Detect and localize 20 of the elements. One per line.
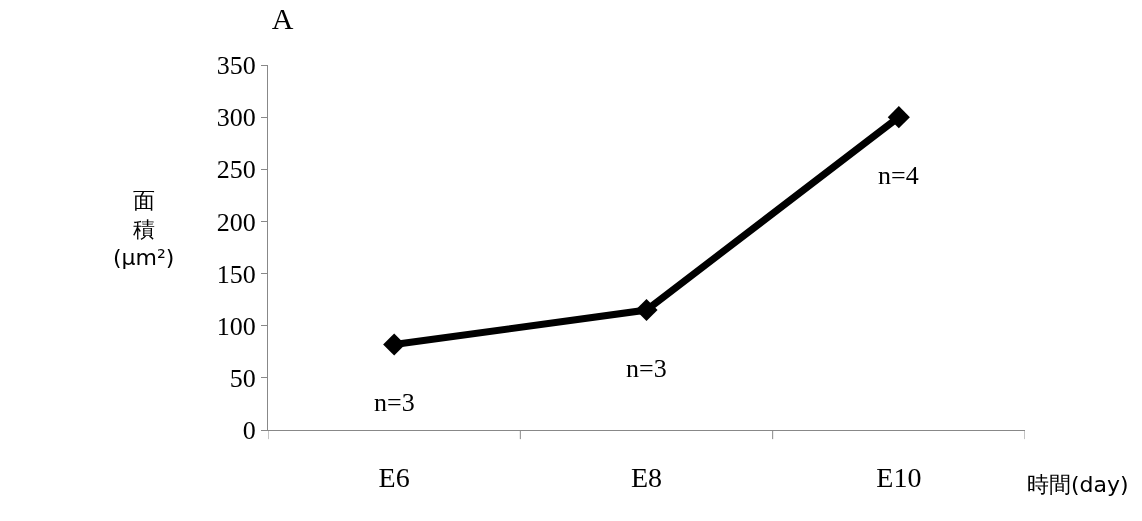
y-tick-label: 0 bbox=[242, 416, 256, 446]
y-axis-title: 面積(μm²) bbox=[113, 188, 175, 271]
x-tick-label: E8 bbox=[630, 461, 663, 493]
annotation: n=4 bbox=[878, 161, 919, 190]
y-tick-label: 50 bbox=[229, 363, 256, 393]
y-tick-label: 150 bbox=[216, 259, 256, 289]
point bbox=[383, 333, 406, 356]
y-tick-label: 200 bbox=[216, 207, 256, 237]
y-tick-label: 100 bbox=[216, 311, 256, 341]
y-tick-label: 300 bbox=[216, 103, 256, 133]
x-tick-label: E10 bbox=[876, 461, 922, 493]
annotation: n=3 bbox=[626, 354, 667, 383]
point bbox=[887, 106, 910, 129]
annotation: n=3 bbox=[374, 388, 415, 417]
x-tick-label: E6 bbox=[378, 461, 410, 493]
point bbox=[635, 299, 658, 322]
x-axis-title: 時間(day) bbox=[1027, 472, 1129, 497]
y-tick-label: 350 bbox=[216, 51, 256, 81]
chart-title: A bbox=[271, 1, 294, 35]
y-tick-label: 250 bbox=[216, 155, 256, 185]
